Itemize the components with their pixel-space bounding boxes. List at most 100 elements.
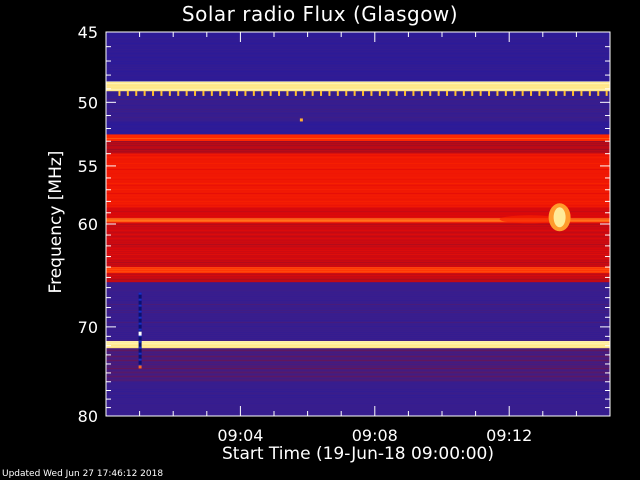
band-noise-row [106,89,610,90]
periodic-tick-mark [353,90,356,96]
periodic-tick-mark [387,90,390,96]
band-noise-row [106,218,610,219]
axis-ticks: 45 50 55 60 70 80 09:04 09:08 09:12 [78,23,611,445]
interference-end [138,365,142,369]
band-noise-row [106,183,610,184]
periodic-tick-mark [185,90,188,96]
band-noise-row [106,320,610,321]
band-noise-row [106,378,610,379]
band-noise-row [106,411,610,412]
plot-area [106,32,610,416]
band-noise-row [106,358,610,359]
periodic-tick-mark [446,90,449,96]
band-noise-row [106,246,610,247]
band-noise-row [106,99,610,100]
band-noise-row [106,401,610,402]
band-noise-row [106,269,610,270]
interference-spot [299,118,303,122]
periodic-tick-mark [605,90,608,96]
periodic-tick-mark [412,90,415,96]
burst-tail [499,215,560,224]
band-noise-row [106,254,610,255]
band-noise-row [106,83,610,84]
band-noise-row [106,79,610,80]
periodic-tick-mark [454,90,457,96]
band-noise-row [106,55,610,56]
periodic-tick-mark [202,90,205,96]
band-noise-row [106,376,610,377]
periodic-tick-mark [488,90,491,96]
periodic-tick-mark [395,90,398,96]
periodic-tick-mark [244,90,247,96]
band-noise-row [106,122,610,123]
band-noise-row [106,284,610,285]
band-noise-row [106,163,610,164]
band-noise-row [106,258,610,259]
band-noise-row [106,228,610,229]
band-noise-row [106,260,610,261]
periodic-tick-mark [219,90,222,96]
band-noise-row [106,126,610,127]
band-noise-row [106,143,610,144]
interference-segment [138,334,142,337]
band-noise-row [106,138,610,139]
interference-segment [138,310,142,313]
periodic-tick-mark [530,90,533,96]
band-noise-row [106,195,610,196]
band-noise-row [106,374,610,375]
periodic-tick-mark [336,90,339,96]
band-noise-row [106,286,610,287]
band-noise-row [106,383,610,384]
band-noise-row [106,292,610,293]
band-noise-row [106,248,610,249]
band-noise-row [106,399,610,400]
periodic-tick-mark [303,90,306,96]
band-noise-row [106,41,610,42]
updated-timestamp: Updated Wed Jun 27 17:46:12 2018 [2,469,164,479]
band-noise-row [106,230,610,231]
y-tick-label: 55 [78,157,98,176]
band-noise-row [106,169,610,170]
x-tick-label: 09:04 [217,426,263,445]
band-noise-row [106,153,610,154]
band-noise-row [106,264,610,265]
band-noise-row [106,294,610,295]
band-noise-row [106,256,610,257]
periodic-tick-mark [462,90,465,96]
band-noise-row [106,366,610,367]
band-noise-row [106,38,610,39]
band-noise-row [106,341,610,342]
band-noise-row [106,128,610,129]
band-noise-row [106,47,610,48]
interference-segment [138,316,142,319]
band-noise-row [106,140,610,141]
periodic-tick-mark [278,90,281,96]
band-noise-row [106,203,610,204]
band-noise-row [106,281,610,282]
band-noise-row [106,201,610,202]
periodic-tick-mark [437,90,440,96]
periodic-tick-mark [328,90,331,96]
y-tick-label: 50 [78,93,98,112]
interference-segment [138,322,142,325]
band-noise-row [106,277,610,278]
band-noise-row [106,324,610,325]
periodic-tick-mark [261,90,264,96]
periodic-tick-mark [168,90,171,96]
band-noise-row [106,179,610,180]
x-tick-label: 09:12 [486,426,532,445]
band-noise-row [106,345,610,346]
band-noise-row [106,61,610,62]
band-noise-row [106,222,610,223]
band-noise-row [106,387,610,388]
band-noise-row [106,391,610,392]
band-noise-row [106,304,610,305]
band-noise-row [106,322,610,323]
band-noise-row [106,273,610,274]
periodic-tick-mark [580,90,583,96]
periodic-tick-mark [504,90,507,96]
band-noise-row [106,250,610,251]
band-noise-row [106,385,610,386]
band-noise-row [106,298,610,299]
